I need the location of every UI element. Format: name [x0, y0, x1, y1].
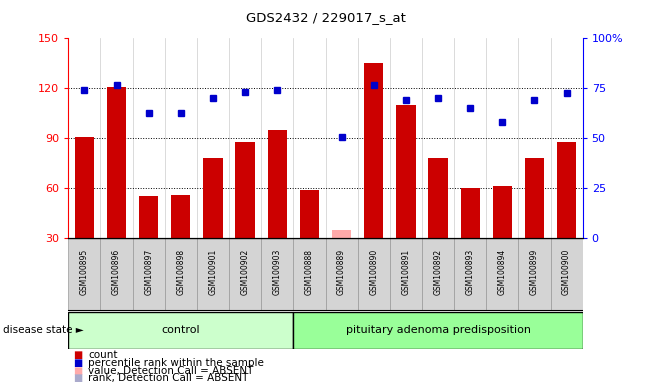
Bar — [364, 63, 383, 238]
Text: GSM100896: GSM100896 — [112, 249, 121, 295]
Text: GSM100897: GSM100897 — [145, 249, 153, 295]
Bar — [326, 238, 357, 311]
Text: GSM100894: GSM100894 — [498, 249, 506, 295]
Bar — [171, 195, 191, 238]
Bar — [422, 238, 454, 311]
Text: GSM100895: GSM100895 — [80, 249, 89, 295]
Text: GSM100891: GSM100891 — [402, 249, 410, 295]
Bar — [557, 142, 576, 238]
Text: percentile rank within the sample: percentile rank within the sample — [88, 358, 264, 368]
Bar — [294, 312, 583, 349]
Bar — [203, 158, 223, 238]
Bar — [261, 238, 294, 311]
Bar — [454, 238, 486, 311]
Bar — [518, 238, 551, 311]
Text: GSM100902: GSM100902 — [241, 249, 249, 295]
Bar — [107, 87, 126, 238]
Bar — [68, 312, 294, 349]
Bar — [357, 238, 390, 311]
Bar — [133, 238, 165, 311]
Text: GSM100890: GSM100890 — [369, 249, 378, 295]
Bar — [229, 238, 261, 311]
Text: GSM100889: GSM100889 — [337, 249, 346, 295]
Bar — [551, 238, 583, 311]
Text: GSM100893: GSM100893 — [465, 249, 475, 295]
Bar — [139, 197, 158, 238]
Bar — [165, 238, 197, 311]
Text: GSM100898: GSM100898 — [176, 249, 186, 295]
Text: GSM100903: GSM100903 — [273, 249, 282, 295]
Text: ■: ■ — [74, 350, 83, 360]
Text: ■: ■ — [74, 358, 83, 368]
Bar — [75, 137, 94, 238]
Bar — [268, 130, 287, 238]
Text: GDS2432 / 229017_s_at: GDS2432 / 229017_s_at — [245, 12, 406, 25]
Text: disease state ►: disease state ► — [3, 325, 84, 335]
Bar — [332, 230, 352, 238]
Text: control: control — [161, 325, 200, 335]
Bar — [525, 158, 544, 238]
Bar — [396, 105, 415, 238]
Bar — [100, 238, 133, 311]
Bar — [493, 187, 512, 238]
Bar — [197, 238, 229, 311]
Text: pituitary adenoma predisposition: pituitary adenoma predisposition — [346, 325, 531, 335]
Text: value, Detection Call = ABSENT: value, Detection Call = ABSENT — [88, 366, 253, 376]
Bar — [428, 158, 448, 238]
Text: ■: ■ — [74, 366, 83, 376]
Bar — [486, 238, 518, 311]
Text: GSM100900: GSM100900 — [562, 249, 571, 295]
Bar — [68, 238, 100, 311]
Bar — [390, 238, 422, 311]
Bar — [299, 190, 319, 238]
Text: count: count — [88, 350, 117, 360]
Text: GSM100892: GSM100892 — [434, 249, 443, 295]
Bar — [460, 188, 480, 238]
Bar — [236, 142, 255, 238]
Text: GSM100888: GSM100888 — [305, 249, 314, 295]
Text: ■: ■ — [74, 373, 83, 383]
Text: rank, Detection Call = ABSENT: rank, Detection Call = ABSENT — [88, 373, 248, 383]
Text: GSM100901: GSM100901 — [208, 249, 217, 295]
Text: GSM100899: GSM100899 — [530, 249, 539, 295]
Bar — [294, 238, 326, 311]
